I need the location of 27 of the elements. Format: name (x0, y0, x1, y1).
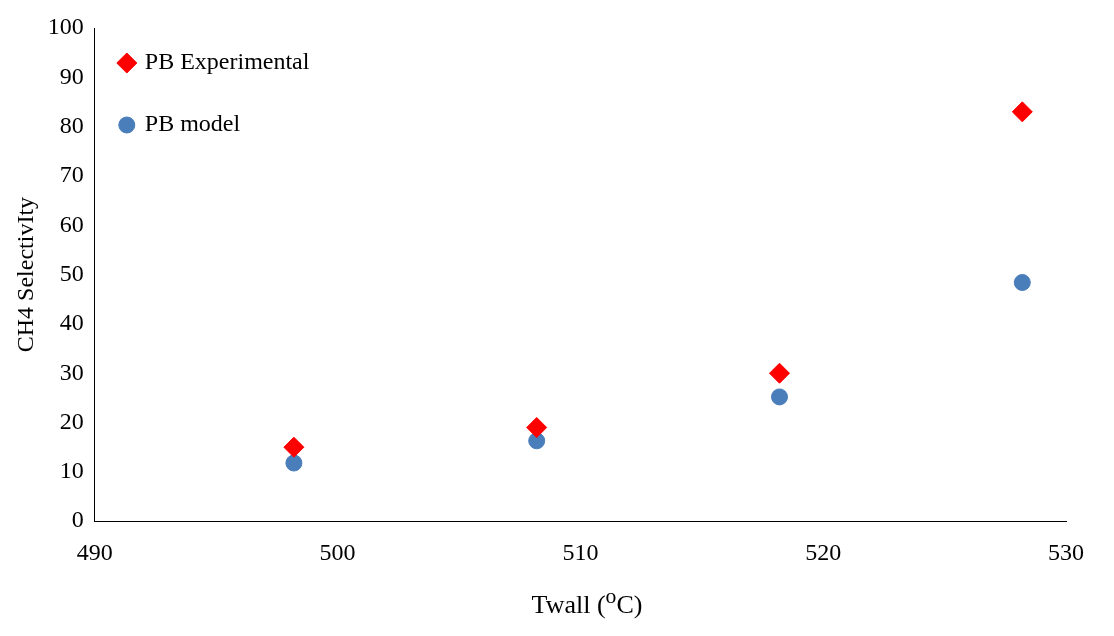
y-tick-label: 100 (47, 13, 84, 40)
y-tick-label: 70 (59, 161, 84, 188)
point (1011, 101, 1033, 123)
y-tick-label: 20 (59, 407, 84, 434)
point (285, 454, 303, 472)
x-tick-label: 500 (319, 538, 356, 565)
point (771, 388, 788, 406)
y-axis-title: CH4 SelectivIty (11, 196, 38, 353)
y-tick-label: 90 (59, 62, 84, 89)
legend-label: PB Experimental (144, 48, 310, 75)
x-tick-label: 490 (76, 538, 113, 565)
point (283, 436, 305, 458)
y-tick-label: 60 (59, 210, 84, 237)
y-tick-label: 80 (59, 111, 84, 138)
point (1013, 273, 1031, 291)
x-tick-label: 520 (805, 538, 842, 565)
point (526, 416, 548, 438)
y-tick-label: 30 (59, 358, 84, 385)
x-tick-label: 530 (1048, 538, 1084, 565)
y-tick-label: 0 (71, 506, 84, 533)
legend-label: PB model (144, 110, 241, 137)
y-tick-label: 50 (59, 259, 84, 286)
y-tick-label: 10 (59, 457, 84, 484)
point (769, 362, 790, 384)
x-tick-label: 510 (562, 538, 599, 565)
x-axis-title: Twall ($^{o}$C) (530, 584, 644, 620)
y-tick-label: 40 (59, 309, 84, 336)
